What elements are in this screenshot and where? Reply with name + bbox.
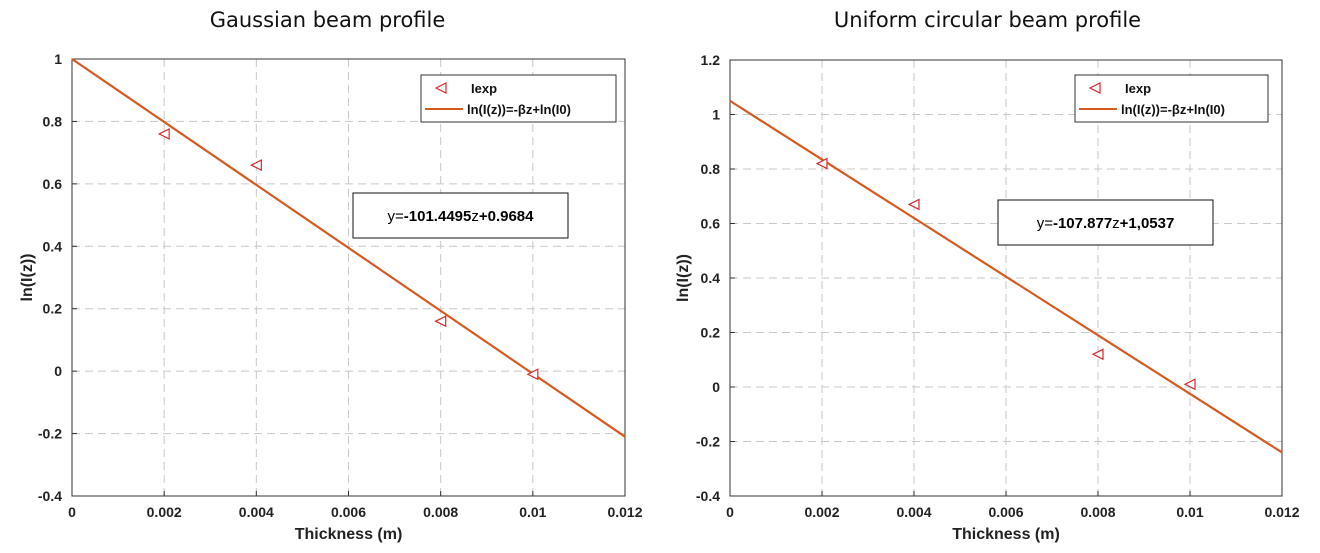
chart-panel-gaussian: Gaussian beam profile 0 0.002 0.004 0.006 0.…: [0, 0, 655, 553]
chart-title: Gaussian beam profile: [209, 8, 446, 32]
y-tick-label: 0: [712, 379, 720, 395]
x-tick-label: 0.01: [1176, 504, 1203, 520]
legend-entry-label: ln(I(z))=-βz+ln(I0): [1121, 102, 1225, 117]
y-tick-label: 0.8: [43, 113, 63, 129]
data-point-marker: [157, 127, 170, 140]
x-tick-label: 0.008: [423, 504, 458, 520]
equation-box: [352, 192, 569, 239]
y-tick-label: 1: [54, 51, 62, 67]
x-tick-label: 0.008: [1080, 504, 1115, 520]
y-tick-label: 1: [712, 107, 720, 123]
chart-gaussian: 0 0.002 0.004 0.006 0.008 0.01 0.012 -0.4 -0.2 0 0…: [19, 51, 643, 543]
y-tick-label: 0.8: [701, 161, 721, 177]
y-tick-label: 0.6: [43, 176, 63, 192]
chart-panel-uniform: Uniform circular beam profile 0 0.002 0.00…: [655, 0, 1320, 553]
x-axis-label: Thickness (m): [295, 526, 403, 543]
x-tick-label: 0.012: [607, 504, 642, 520]
equation-var: z: [471, 208, 479, 225]
data-point-marker: [1091, 348, 1104, 361]
data-point-marker: [249, 159, 262, 172]
data-point-marker: [815, 157, 828, 170]
legend-entry-label: ln(I(z))=-βz+ln(I0): [467, 102, 571, 117]
x-tick-label: 0.002: [147, 504, 182, 520]
y-tick-label: 0.4: [701, 270, 721, 286]
equation-box: [997, 199, 1214, 246]
legend-marker-icon: [434, 82, 447, 94]
equation-var: z: [1112, 215, 1120, 232]
y-tick-label: -0.2: [38, 426, 62, 442]
x-tick-label: 0.01: [519, 504, 546, 520]
legend-box: [1074, 74, 1269, 123]
equation-coef: -107.877: [1053, 215, 1112, 232]
x-axis-label: Thickness (m): [952, 526, 1060, 543]
y-tick-label: 0.6: [701, 216, 721, 232]
fit-line: [729, 99, 1283, 454]
chart-uniform: 0 0.002 0.004 0.006 0.008 0.01 0.012 -0.4 -0.2 0 0…: [675, 52, 1300, 543]
x-tick-label: 0.002: [804, 504, 839, 520]
x-tick-label: 0: [726, 504, 734, 520]
x-tick-label: 0: [68, 504, 76, 520]
equation-coef: -101.4495: [404, 208, 472, 225]
equation-intercept: +1,0537: [1120, 215, 1175, 232]
legend-marker-icon: [1088, 82, 1101, 94]
y-axis-label: ln(I(z)): [675, 254, 692, 302]
equation-text: y=-101.4495z+0.9684: [388, 208, 535, 225]
equation-prefix: y=: [388, 208, 405, 225]
legend-box: [420, 74, 617, 123]
data-point-marker: [1183, 378, 1196, 391]
y-axis-label: ln(I(z)): [19, 254, 36, 302]
y-tick-label: 0.2: [43, 301, 63, 317]
y-tick-label: 0: [54, 363, 62, 379]
y-tick-label: 0.2: [701, 325, 721, 341]
x-tick-label: 0.012: [1264, 504, 1299, 520]
x-tick-label: 0.006: [988, 504, 1023, 520]
legend-entry-label: Iexp: [471, 81, 497, 96]
legend-entry-label: Iexp: [1125, 81, 1151, 96]
y-tick-label: -0.4: [38, 488, 62, 504]
data-point-marker: [434, 315, 447, 328]
x-tick-label: 0.004: [896, 504, 931, 520]
equation-text: y=-107.877z+1,0537: [1037, 215, 1175, 232]
y-tick-label: -0.2: [696, 434, 720, 450]
y-tick-label: -0.4: [696, 488, 720, 504]
x-tick-label: 0.006: [331, 504, 366, 520]
y-tick-label: 1.2: [701, 52, 721, 68]
equation-prefix: y=: [1037, 215, 1054, 232]
data-point-marker: [526, 368, 539, 381]
chart-title: Uniform circular beam profile: [833, 8, 1142, 32]
equation-intercept: +0.9684: [479, 208, 534, 225]
x-tick-label: 0.004: [239, 504, 274, 520]
data-point-marker: [907, 198, 920, 211]
y-tick-label: 0.4: [43, 238, 63, 254]
